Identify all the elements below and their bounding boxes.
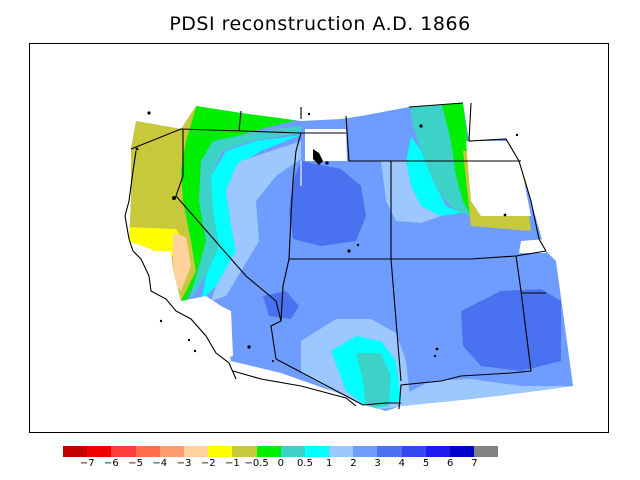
california-nevada-line [175,129,282,360]
lake-6 [419,124,423,128]
oregon-boundary [130,128,346,150]
gap-dakota [466,141,531,216]
colorbar-tick-label: 0.5 [297,458,313,469]
colorbar-swatch [425,446,450,457]
field-ne-light [381,161,441,223]
island-4 [272,360,274,362]
field-west-teal [189,126,301,301]
colorbar-tick-label: −1 [225,458,240,469]
colorbar-swatch [304,446,330,457]
field-east-blob [461,289,561,371]
lake-7 [503,213,507,217]
colorbar-tick-label: 0 [277,458,284,469]
colorbar-swatch [450,446,475,457]
lake-12 [247,345,251,349]
lake-1 [147,111,151,115]
lake-11 [307,112,311,116]
colorbar-tick-label: −6 [104,458,119,469]
colorbar-swatch [87,446,112,457]
field-south-teal [356,353,391,409]
baja-coast [232,370,357,407]
great-salt-lake [313,149,323,165]
nm-east-south [398,255,532,410]
colorbar-tick-label: −3 [176,458,192,469]
colorbar-swatch [280,446,305,457]
map-frame [29,43,609,433]
lake-9 [433,354,437,358]
colorbar-labels: −7 −6 −5 −4 −3 −2 −1 −0.5 0 0.5 1 2 3 4 5 6 7 [0,458,640,472]
colorbar-tick-label: −2 [200,458,216,469]
lake-4 [347,249,351,253]
colorbar-swatch [377,446,402,457]
colorbar-tick-label: 6 [447,458,454,469]
lake-3 [325,161,329,165]
island-3 [159,319,163,323]
pdsi-map [124,102,573,411]
colorbar-swatch [353,446,378,457]
colorbar [63,446,499,457]
colorbar-tick-label: 2 [350,458,357,469]
colorbar-swatch [208,446,233,457]
colorbar-tick-label: −0.5 [244,458,269,469]
pdsi-field [129,103,573,411]
colorbar-swatch [183,446,209,457]
gap-pacific [136,251,233,361]
coastline [124,150,357,407]
colorbar-swatch [256,446,281,457]
field-ne-cyan [406,136,461,216]
lake-10 [515,133,519,137]
colorbar-swatch [159,446,184,457]
dakota-line [468,102,547,252]
az-nv-line [280,258,290,322]
colorbar-swatch [329,446,354,457]
island-1 [187,338,191,342]
colorbar-swatch [474,446,499,457]
pacific-coast [124,150,237,380]
lakes [135,111,519,362]
lake-tahoe [172,196,176,200]
colorbar-tick-label: −7 [79,458,95,469]
colorbar-swatch [135,446,160,457]
wyoming-utah-line [390,161,402,382]
wa-or-line [238,110,242,132]
field-west-green [181,103,301,301]
colorbar-tick-label: −5 [128,458,143,469]
state-boundaries [130,102,547,410]
field-center-blob [289,161,366,246]
map-title: PDSI reconstruction A.D. 1866 [169,13,471,35]
field-se-light [401,379,573,406]
field-west-orange [173,233,191,291]
colorbar-tick-label: −4 [152,458,168,469]
gap-nebraska [519,239,546,253]
colorbar-tick-label: 3 [374,458,381,469]
field-west-cyan [201,135,301,301]
utah-colorado-south [289,250,547,260]
nevada-utah-line [288,132,302,260]
colorbar-tick-label: 7 [471,458,478,469]
colorbar-swatch [63,446,88,457]
colorbar-tick-label: 1 [326,458,333,469]
wyoming-north [345,115,521,162]
lake-2 [135,147,139,151]
colorbar-tick-label: 5 [422,458,430,469]
gap-idaho [305,129,347,161]
colorbar-tick-label: 4 [398,458,405,469]
canada-border [408,102,464,108]
colorbar-swatch [401,446,426,457]
lake-8 [435,347,439,351]
gap-mexico [226,361,361,406]
mexico-border [275,358,401,406]
colorbar-swatch [232,446,257,457]
colorbar-swatch [111,446,136,457]
field-west-yellow [129,226,183,256]
island-2 [193,349,197,353]
lake-5 [356,243,360,247]
